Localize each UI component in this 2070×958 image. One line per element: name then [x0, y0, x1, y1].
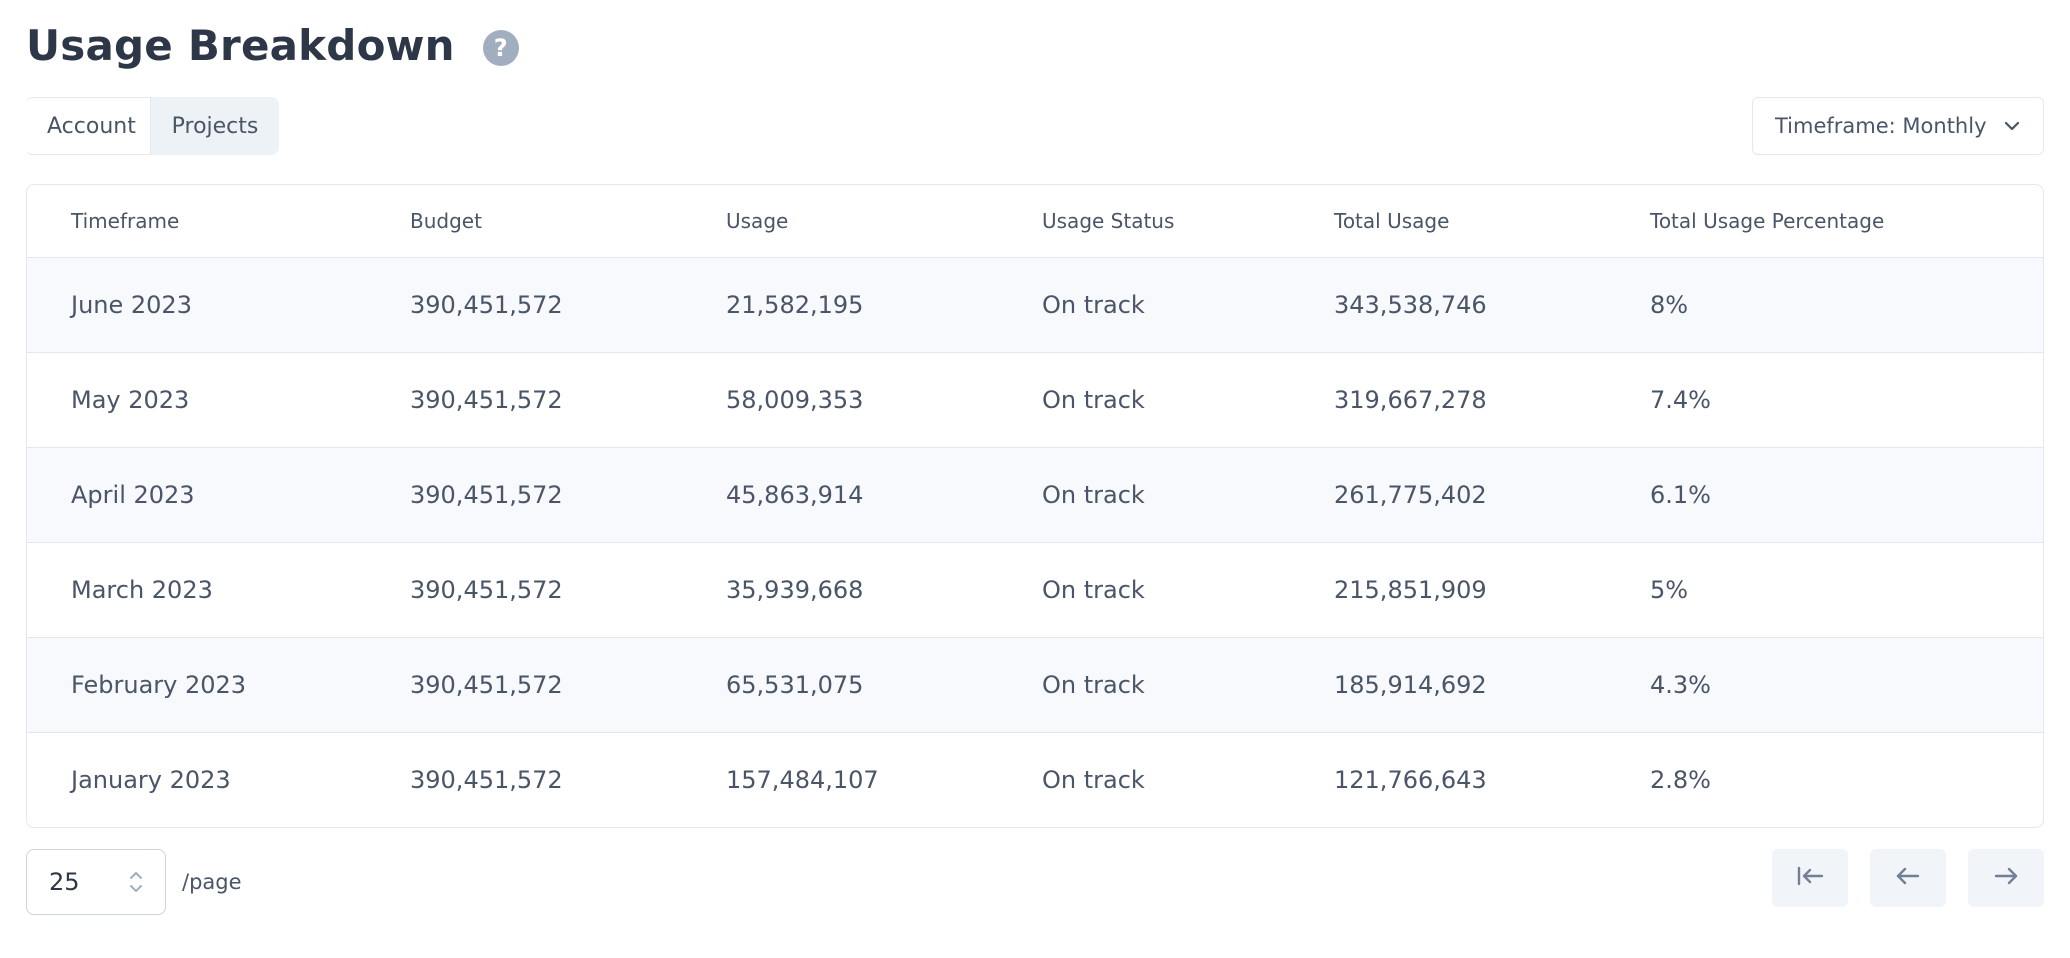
table-row: February 2023 390,451,572 65,531,075 On … — [27, 637, 2043, 732]
cell-usage: 35,939,668 — [726, 575, 864, 604]
cell-budget: 390,451,572 — [410, 480, 563, 509]
table-row: April 2023 390,451,572 45,863,914 On tra… — [27, 447, 2043, 542]
cell-total-usage-percentage: 2.8% — [1650, 765, 1711, 794]
cell-usage: 21,582,195 — [726, 290, 864, 319]
table-row: May 2023 390,451,572 58,009,353 On track… — [27, 352, 2043, 447]
cell-timeframe: April 2023 — [71, 480, 195, 509]
cell-timeframe: June 2023 — [71, 290, 192, 319]
cell-total-usage-percentage: 6.1% — [1650, 480, 1711, 509]
table-row: March 2023 390,451,572 35,939,668 On tra… — [27, 542, 2043, 637]
page-size-stepper[interactable]: 25 — [26, 849, 166, 915]
cell-total-usage: 185,914,692 — [1334, 670, 1487, 699]
cell-usage-status: On track — [1042, 480, 1145, 509]
tab-projects[interactable]: Projects — [151, 97, 279, 155]
next-page-button[interactable] — [1968, 849, 2044, 907]
page-title: Usage Breakdown — [26, 20, 455, 70]
cell-total-usage: 215,851,909 — [1334, 575, 1487, 604]
tab-account[interactable]: Account — [26, 97, 151, 155]
per-page-label: /page — [182, 870, 242, 894]
cell-budget: 390,451,572 — [410, 290, 563, 319]
table-row: January 2023 390,451,572 157,484,107 On … — [27, 732, 2043, 827]
stepper-arrows-icon[interactable] — [127, 867, 145, 897]
cell-budget: 390,451,572 — [410, 765, 563, 794]
cell-usage: 65,531,075 — [726, 670, 864, 699]
next-page-icon — [1992, 864, 2020, 892]
cell-total-usage: 121,766,643 — [1334, 765, 1487, 794]
cell-usage-status: On track — [1042, 290, 1145, 319]
column-header-budget[interactable]: Budget — [410, 185, 726, 258]
cell-total-usage-percentage: 7.4% — [1650, 385, 1711, 414]
cell-timeframe: May 2023 — [71, 385, 190, 414]
cell-timeframe: January 2023 — [71, 765, 231, 794]
tab-group: Account Projects — [26, 97, 279, 155]
usage-breakdown-page: Usage Breakdown ? Account Projects Timef… — [26, 0, 2044, 958]
cell-usage: 157,484,107 — [726, 765, 879, 794]
cell-usage: 45,863,914 — [726, 480, 864, 509]
column-header-usage-status[interactable]: Usage Status — [1042, 185, 1334, 258]
first-page-button[interactable] — [1772, 849, 1848, 907]
timeframe-select-label: Timeframe: Monthly — [1775, 114, 1987, 138]
table-header-row: Timeframe Budget Usage Usage Status Tota… — [27, 185, 2043, 258]
cell-total-usage: 343,538,746 — [1334, 290, 1487, 319]
cell-timeframe: February 2023 — [71, 670, 247, 699]
help-icon[interactable]: ? — [482, 30, 519, 66]
chevron-down-icon — [2001, 115, 2023, 137]
cell-total-usage: 319,667,278 — [1334, 385, 1487, 414]
cell-total-usage-percentage: 5% — [1650, 575, 1689, 604]
page-size-value: 25 — [49, 868, 80, 896]
previous-page-icon — [1894, 864, 1922, 892]
cell-usage-status: On track — [1042, 385, 1145, 414]
cell-usage-status: On track — [1042, 765, 1145, 794]
column-header-usage[interactable]: Usage — [726, 185, 1042, 258]
cell-budget: 390,451,572 — [410, 670, 563, 699]
previous-page-button[interactable] — [1870, 849, 1946, 907]
cell-total-usage-percentage: 8% — [1650, 290, 1689, 319]
cell-usage-status: On track — [1042, 575, 1145, 604]
cell-usage: 58,009,353 — [726, 385, 864, 414]
table-row: June 2023 390,451,572 21,582,195 On trac… — [27, 257, 2043, 352]
cell-budget: 390,451,572 — [410, 575, 563, 604]
page-size-control: 25 /page — [26, 849, 242, 915]
cell-total-usage-percentage: 4.3% — [1650, 670, 1711, 699]
cell-timeframe: March 2023 — [71, 575, 213, 604]
cell-usage-status: On track — [1042, 670, 1145, 699]
pagination-controls — [1772, 849, 2044, 907]
header: Usage Breakdown ? — [26, 14, 519, 76]
column-header-total-usage[interactable]: Total Usage — [1334, 185, 1650, 258]
timeframe-select[interactable]: Timeframe: Monthly — [1752, 97, 2044, 155]
usage-table: Timeframe Budget Usage Usage Status Tota… — [26, 184, 2044, 828]
first-page-icon — [1794, 864, 1826, 892]
column-header-total-usage-percentage[interactable]: Total Usage Percentage — [1650, 185, 2043, 258]
cell-budget: 390,451,572 — [410, 385, 563, 414]
cell-total-usage: 261,775,402 — [1334, 480, 1487, 509]
column-header-timeframe[interactable]: Timeframe — [27, 185, 410, 258]
